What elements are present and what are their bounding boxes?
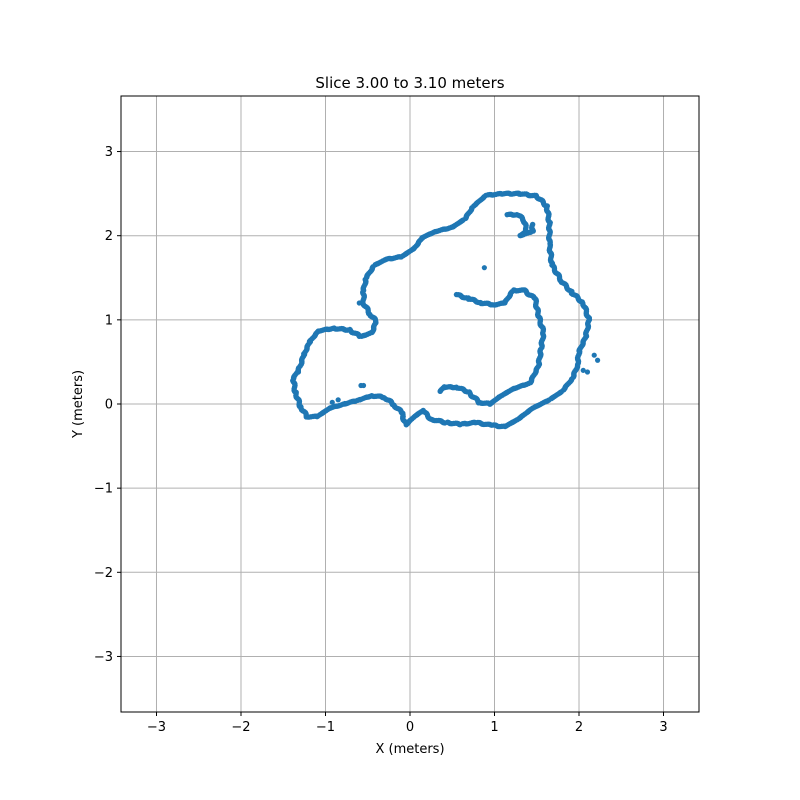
y-tick-label: 0	[105, 398, 113, 413]
grid-lines	[121, 96, 699, 712]
x-tick-label: −3	[147, 720, 166, 735]
x-tick-label: 3	[659, 720, 667, 735]
chart-title: Slice 3.00 to 3.10 meters	[315, 74, 504, 92]
data-point	[295, 369, 302, 375]
data-point	[329, 399, 335, 405]
data-point	[584, 369, 591, 375]
y-tick-label: 2	[105, 229, 113, 244]
axis-ticks: −3 −2 −1 0 1 2 3 −3 −2 −1 0 1 2 3	[94, 145, 668, 735]
x-axis-label: X (meters)	[375, 742, 444, 757]
data-point	[481, 265, 487, 271]
data-point	[400, 414, 406, 420]
x-tick-label: −1	[316, 720, 335, 735]
x-tick-label: 2	[575, 720, 583, 735]
y-axis-label: Y (meters)	[71, 370, 86, 439]
data-point	[335, 397, 341, 403]
data-point	[356, 300, 362, 306]
data-point	[591, 352, 597, 358]
y-tick-label: −3	[94, 650, 113, 665]
x-tick-label: 0	[406, 720, 414, 735]
data-point	[437, 388, 443, 395]
x-tick-label: −2	[231, 720, 250, 735]
y-tick-label: 3	[105, 145, 113, 160]
x-tick-label: 1	[490, 720, 498, 735]
data-point	[295, 365, 302, 371]
y-tick-label: −2	[94, 566, 113, 581]
y-tick-label: 1	[105, 313, 113, 328]
data-points	[290, 190, 601, 430]
y-tick-label: −1	[94, 482, 113, 497]
data-point	[529, 221, 536, 228]
data-point	[580, 367, 586, 373]
data-point	[360, 382, 367, 389]
data-point	[594, 357, 601, 363]
